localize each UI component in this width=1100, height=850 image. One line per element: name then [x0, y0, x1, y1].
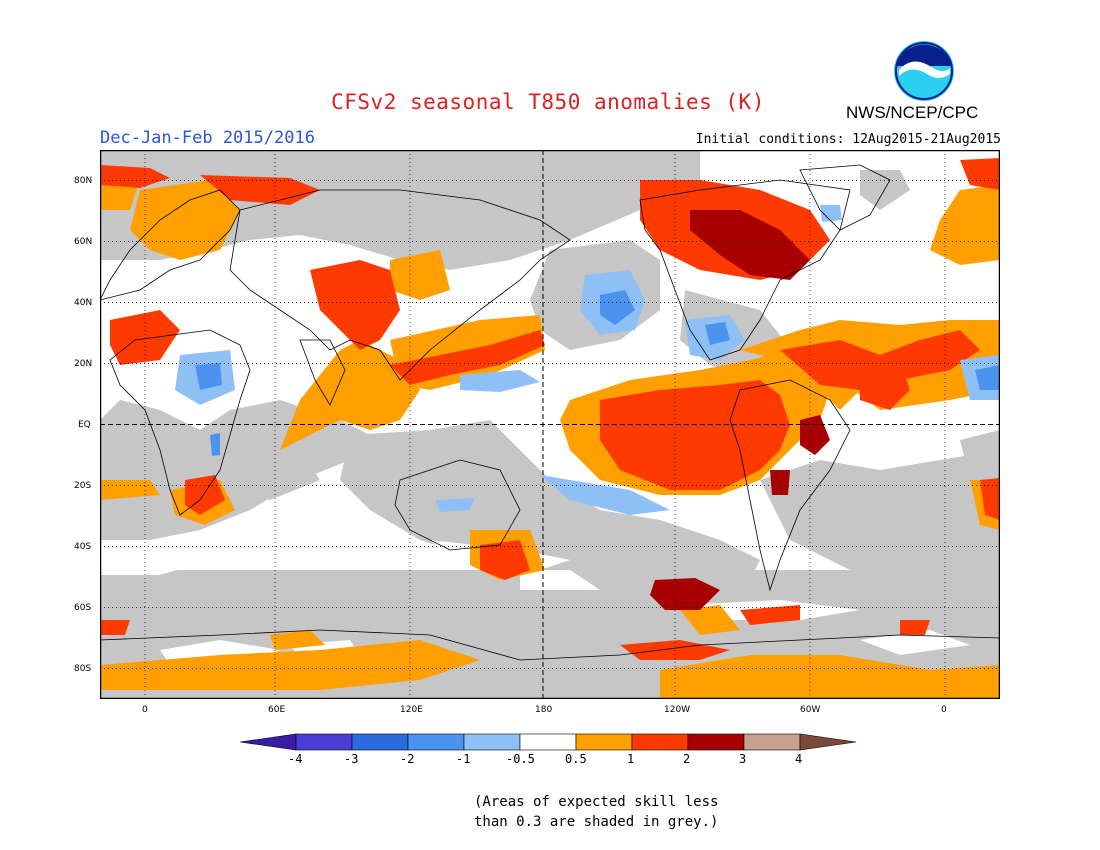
lon-label-120w: 120W — [664, 705, 691, 715]
skill-note-line-2: than 0.3 are shaded in grey.) — [474, 814, 719, 830]
lon-label-60w: 60W — [800, 705, 821, 715]
lat-label-40n: 40N — [74, 298, 93, 308]
map-title: CFSv2 seasonal T850 anomalies (K) — [331, 90, 765, 114]
lon-label-0: 0 — [142, 705, 148, 715]
season-label: Dec-Jan-Feb 2015/2016 — [100, 128, 315, 148]
colorbar-cell — [799, 733, 857, 751]
anomaly-map — [100, 150, 1000, 699]
colorbar-cell — [351, 733, 409, 751]
colorbar-tick-label: 4 — [795, 752, 803, 766]
map-frame — [100, 150, 1000, 699]
skill-note: (Areas of expected skill less than 0.3 a… — [474, 792, 718, 832]
lat-label-eq: EQ — [78, 420, 91, 430]
noaa-logo — [894, 41, 954, 101]
colorbar-cell — [743, 733, 801, 751]
lat-label-80n: 80N — [74, 176, 93, 186]
lon-label-60e: 60E — [268, 705, 286, 715]
colorbar-tick-label: 0.5 — [565, 752, 587, 766]
lat-label-60n: 60N — [74, 237, 93, 247]
colorbar-tick-label: 3 — [739, 752, 747, 766]
colorbar-cell — [463, 733, 521, 751]
lon-label-180: 180 — [535, 705, 553, 715]
colorbar-cell — [519, 733, 577, 751]
colorbar-cell — [687, 733, 745, 751]
lat-label-20n: 20N — [74, 359, 93, 369]
colorbar-cell — [575, 733, 633, 751]
colorbar — [240, 733, 857, 751]
colorbar-tick-label: -2 — [400, 752, 415, 766]
lat-label-60s: 60S — [74, 603, 92, 613]
colorbar-tick-label: -1 — [456, 752, 471, 766]
colorbar-cell — [631, 733, 689, 751]
lon-label-0-east: 0 — [941, 705, 947, 715]
lat-label-80s: 80S — [74, 664, 92, 674]
anomaly-blue — [195, 290, 1000, 456]
agency-label: NWS/NCEP/CPC — [846, 103, 979, 122]
initial-conditions-label: Initial conditions: 12Aug2015-21Aug2015 — [695, 132, 1001, 147]
major-grid — [100, 150, 1000, 699]
colorbar-cell — [407, 733, 465, 751]
colorbar-tick-label: -4 — [288, 752, 303, 766]
colorbar-tick-label: -3 — [344, 752, 359, 766]
colorbar-tick-label: -0.5 — [506, 752, 535, 766]
lat-label-20s: 20S — [74, 481, 92, 491]
colorbar-cell — [240, 733, 297, 751]
skill-note-line-1: (Areas of expected skill less — [474, 794, 719, 810]
colorbar-tick-label: 2 — [683, 752, 691, 766]
coastlines — [100, 164, 1000, 661]
colorbar-cell — [295, 733, 353, 751]
lat-label-40s: 40S — [74, 542, 92, 552]
colorbar-tick-label: 1 — [627, 752, 635, 766]
lon-label-120e: 120E — [400, 705, 423, 715]
